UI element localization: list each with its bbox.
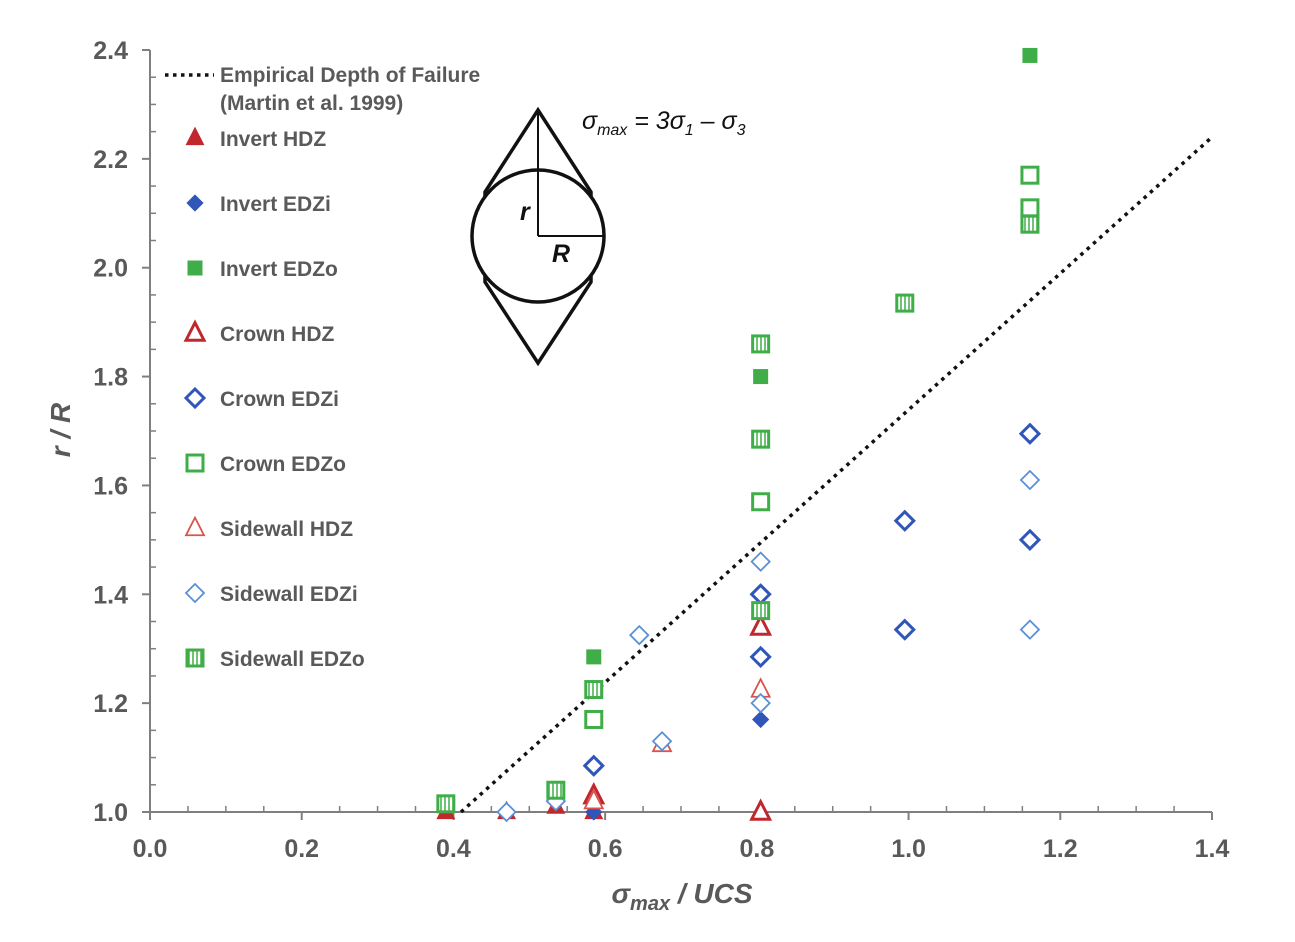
legend-label-crown-edzi: Crown EDZi: [220, 388, 339, 411]
y-tick-label: 1.2: [93, 690, 128, 718]
x-axis-label-sigma: σ: [611, 878, 631, 909]
legend-line-label: Empirical Depth of Failure: [220, 64, 480, 87]
legend-line-citation: (Martin et al. 1999): [220, 92, 403, 115]
point-sidewall-edzo: [895, 293, 915, 313]
chart-axes: [142, 49, 1213, 820]
x-axis-label: σmax / UCS: [611, 878, 752, 915]
point-crown-edzi: [1018, 422, 1042, 445]
legend: Empirical Depth of Failure (Martin et al…: [165, 64, 480, 671]
tunnel-breakout-diagram-icon: [470, 106, 606, 367]
point-sidewall-edzi: [750, 692, 771, 714]
legend-label-crown-edzo: Crown EDZo: [220, 453, 346, 476]
y-tick-label: 1.6: [93, 472, 128, 500]
formula-sigma: σ: [582, 107, 598, 135]
point-crown-edzi: [582, 754, 605, 777]
y-tick-label: 1.4: [93, 581, 128, 609]
point-sidewall-edzi: [629, 624, 650, 646]
legend-label-sidewall-hdz: Sidewall HDZ: [220, 518, 353, 541]
x-axis-label-rest: / UCS: [670, 878, 753, 909]
legend-label-invert-edzi: Invert EDZi: [220, 193, 331, 216]
x-tick-label: 0.8: [739, 835, 774, 863]
y-tick-label: 2.4: [93, 37, 128, 65]
point-crown-edzo: [584, 709, 604, 729]
point-sidewall-edzo: [436, 794, 456, 814]
point-crown-edzo: [1020, 198, 1040, 218]
point-invert-edzo: [586, 649, 602, 665]
legend-label-crown-hdz: Crown HDZ: [220, 323, 334, 346]
y-tick-label: 1.8: [93, 364, 128, 392]
x-tick-label: 1.0: [891, 835, 926, 863]
diagram-label-R: R: [552, 240, 570, 268]
point-crown-edzi: [893, 509, 916, 532]
point-crown-hdz: [749, 613, 773, 636]
legend-label-sidewall-edzi: Sidewall EDZi: [220, 583, 358, 606]
legend-swatch-invert-edzi: [186, 194, 204, 212]
diagram-label-r: r: [520, 198, 531, 226]
legend-swatch-invert-hdz: [185, 126, 205, 146]
point-crown-edzi: [893, 618, 916, 641]
point-crown-edzi: [749, 645, 772, 668]
point-sidewall-edzo: [751, 334, 771, 354]
legend-swatch-crown-edzi: [183, 386, 207, 410]
legend-swatch-crown-hdz: [183, 319, 207, 342]
x-tick-label: 0.6: [588, 835, 623, 863]
point-sidewall-edzo: [751, 601, 771, 621]
tick-labels: 0.0 0.2 0.4 0.6 0.8 1.0 1.2 1.4 1.0 1.2 1.4 1.6 1.8 2…: [93, 37, 1229, 863]
point-sidewall-edzi: [1019, 619, 1041, 640]
x-tick-label: 1.2: [1043, 835, 1078, 863]
legend-label-sidewall-edzo: Sidewall EDZo: [220, 648, 365, 671]
point-crown-edzo: [1020, 165, 1040, 185]
point-invert-edzo: [1022, 47, 1038, 63]
point-sidewall-edzo: [751, 429, 771, 449]
legend-label-invert-hdz: Invert HDZ: [220, 128, 326, 151]
x-tick-label: 0.0: [133, 835, 168, 863]
x-tick-label: 0.2: [284, 835, 319, 863]
point-sidewall-edzo: [546, 780, 566, 800]
point-sidewall-edzo: [1020, 214, 1040, 234]
point-invert-edzo: [753, 369, 769, 385]
x-axis-label-sub: max: [630, 893, 671, 915]
y-tick-label: 2.2: [93, 146, 128, 174]
empirical-depth-of-failure-line: [459, 135, 1214, 814]
y-axis-label: r / R: [45, 402, 76, 457]
x-tick-label: 0.4: [436, 835, 471, 863]
formula: σmax = 3σ1 – σ3: [582, 107, 746, 139]
point-crown-hdz: [749, 798, 773, 821]
point-sidewall-edzi: [1019, 469, 1041, 491]
point-sidewall-hdz: [583, 788, 605, 810]
formula-sub-max: max: [597, 122, 628, 139]
point-sidewall-edzi: [750, 551, 771, 572]
point-crown-edzo: [751, 492, 771, 512]
formula-dash: – σ: [694, 107, 738, 135]
legend-swatch-sidewall-hdz: [184, 515, 206, 537]
y-tick-label: 1.0: [93, 799, 128, 827]
point-sidewall-edzi: [651, 730, 673, 752]
legend-swatch-crown-edzo: [185, 453, 205, 473]
legend-swatch-sidewall-edzi: [184, 582, 206, 604]
formula-sub-3: 3: [737, 122, 746, 139]
x-tick-label: 1.4: [1195, 835, 1230, 863]
formula-mid: = 3σ: [627, 107, 685, 135]
formula-sub-1: 1: [685, 122, 694, 139]
legend-swatch-sidewall-edzo: [185, 648, 205, 668]
legend-swatch-invert-edzo: [187, 260, 203, 276]
point-invert-edzi: [752, 710, 770, 729]
point-crown-edzi: [749, 583, 772, 606]
legend-label-invert-edzo: Invert EDZo: [220, 258, 338, 281]
point-sidewall-edzi: [496, 801, 517, 823]
point-crown-edzi: [1018, 528, 1042, 551]
y-tick-label: 2.0: [93, 255, 128, 283]
point-sidewall-edzo: [584, 680, 604, 700]
data-markers: [436, 47, 1042, 823]
